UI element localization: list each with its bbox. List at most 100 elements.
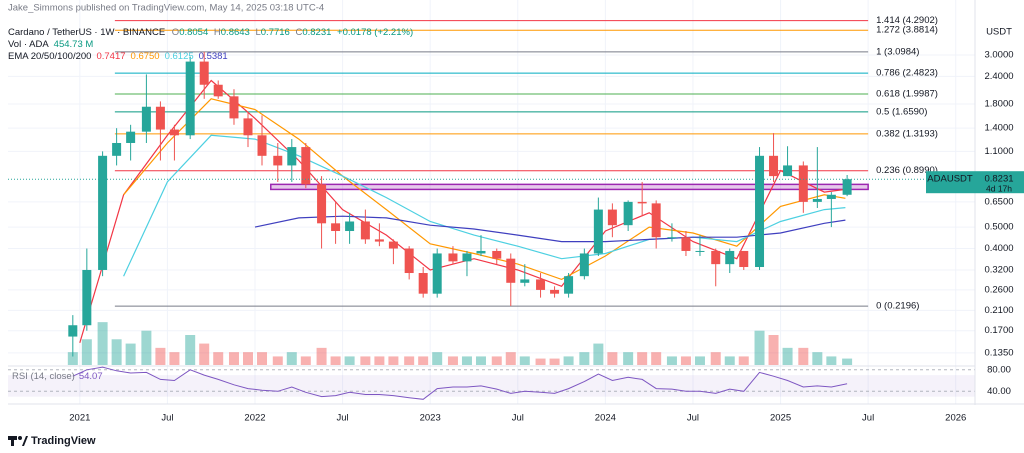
published-line: Jake_Simmons published on TradingView.co… — [8, 3, 324, 14]
volume-bar — [738, 356, 749, 365]
candle-body — [492, 250, 502, 259]
volume-bar — [623, 352, 634, 365]
rsi-label: RSI (14, close) — [12, 371, 75, 382]
x-tick-label: Jul — [337, 413, 349, 424]
volume-bar — [505, 352, 516, 365]
ema-line — [123, 98, 846, 281]
x-tick-label: Jul — [687, 413, 699, 424]
volume-bar — [360, 356, 371, 365]
support-zone — [270, 183, 869, 191]
volume-bar — [374, 356, 385, 365]
y-tick-label: 0.2600 — [984, 284, 1013, 295]
candle-body — [448, 253, 458, 262]
grid — [8, 0, 975, 404]
fib-label: 1.272 (3.8814) — [876, 25, 938, 36]
y-tick-label: 0.3200 — [984, 264, 1013, 275]
ohlc-value: 0.8231 — [302, 27, 331, 38]
candle-body — [520, 279, 530, 283]
candle-body — [812, 198, 822, 202]
volume-bar — [300, 356, 311, 365]
price-tag-countdown: 4d 17h — [986, 183, 1012, 193]
candle-body — [273, 155, 283, 166]
rsi-value: 54.07 — [79, 371, 103, 382]
y-tick-label: 0.6500 — [984, 196, 1013, 207]
candle-body — [681, 237, 691, 251]
volume-bar — [169, 352, 180, 365]
ema-value: 0.6750 — [131, 51, 160, 62]
candle-body — [476, 250, 486, 254]
volume-bar — [257, 352, 268, 365]
fib-label: 0.5 (1.6590) — [876, 106, 927, 117]
candle-body — [579, 253, 589, 277]
candle-body — [317, 184, 327, 224]
volume-bar — [185, 335, 196, 365]
volume-bar — [199, 343, 210, 365]
candle-body — [418, 273, 428, 294]
candle-body — [112, 142, 122, 156]
candle-body — [169, 129, 179, 136]
ema-line — [79, 79, 846, 343]
ohlc-label: L — [255, 27, 260, 38]
candle-body — [536, 279, 546, 290]
volume-bar — [141, 330, 152, 365]
rsi-legend: RSI (14, close) 54.07 — [12, 371, 103, 382]
candle-body — [462, 253, 472, 262]
volume-bar — [475, 356, 486, 365]
volume-bar — [680, 356, 691, 365]
candle-body — [213, 84, 223, 97]
x-tick-label: 2025 — [770, 413, 791, 424]
ohlc-label: C — [295, 27, 302, 38]
volume-bar — [97, 322, 108, 365]
volume-bar — [286, 352, 297, 365]
volume-bar — [404, 356, 415, 365]
volume-bar — [666, 356, 677, 365]
volume-bar — [213, 352, 224, 365]
volume-bar — [242, 352, 253, 365]
candle-body — [842, 179, 852, 195]
volume-value: 454.73 M — [54, 39, 94, 50]
candle-body — [711, 250, 721, 265]
volume-bar — [461, 356, 472, 365]
volume-bar — [330, 356, 341, 365]
candle-body — [667, 237, 677, 239]
candle-body — [374, 239, 384, 242]
volume-bar — [637, 352, 648, 365]
price-tag-symbol: ADAUSDT — [927, 174, 973, 185]
y-tick-label: 1.1000 — [984, 146, 1013, 157]
volume-bar — [579, 352, 590, 365]
logo-shape — [18, 436, 22, 440]
candle-body — [623, 201, 633, 226]
volume-bar — [491, 356, 502, 365]
ohlc-label: O — [172, 27, 179, 38]
candle-body — [695, 250, 705, 252]
volume-bar — [81, 339, 92, 365]
volume-label: Vol · ADA — [8, 39, 49, 50]
ema-value: 0.5381 — [199, 51, 228, 62]
volume-bar — [563, 356, 574, 365]
symbol: Cardano / TetherUS · 1W · BINANCE — [8, 27, 165, 38]
candle-body — [287, 147, 297, 166]
candle-body — [550, 289, 560, 294]
candle-body — [68, 325, 78, 337]
candle-body — [432, 253, 442, 294]
x-tick-label: 2021 — [69, 413, 90, 424]
ema-value: 0.7417 — [96, 51, 125, 62]
ema-legend: EMA 20/50/100/200 0.7417 0.6750 0.6125 0.538… — [8, 51, 228, 62]
candle-body — [826, 194, 836, 199]
candle-body — [637, 201, 647, 204]
ema-label: EMA 20/50/100/200 — [8, 51, 91, 62]
volume-bar — [782, 347, 793, 365]
volume-bar — [418, 356, 429, 365]
candle-body — [360, 221, 370, 240]
y-unit: USDT — [986, 27, 1012, 38]
volume-bar — [593, 343, 604, 365]
price-tag — [926, 171, 1024, 194]
fib-label: 0.236 (0.8990) — [876, 165, 938, 176]
rsi-tick-label: 80.00 — [987, 364, 1011, 375]
volume-bar — [651, 352, 662, 365]
volume-bar — [549, 358, 560, 365]
price-tag-value: 0.8231 — [984, 174, 1013, 185]
y-tick-label: 3.0000 — [984, 49, 1013, 60]
volume-bar — [272, 356, 283, 365]
